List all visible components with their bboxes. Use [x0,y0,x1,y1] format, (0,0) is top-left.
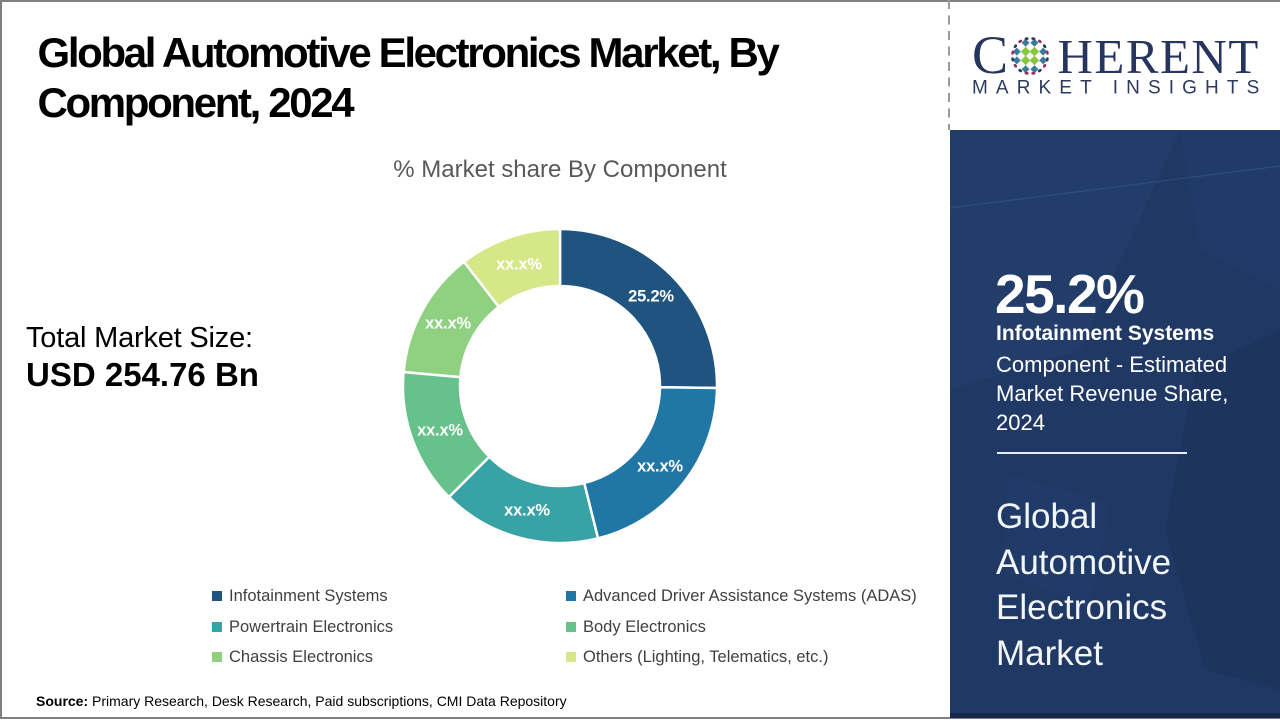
svg-text:HERENT: HERENT [1058,29,1260,84]
svg-text:MARKET INSIGHTS: MARKET INSIGHTS [972,78,1267,99]
svg-text:C: C [972,25,1008,85]
